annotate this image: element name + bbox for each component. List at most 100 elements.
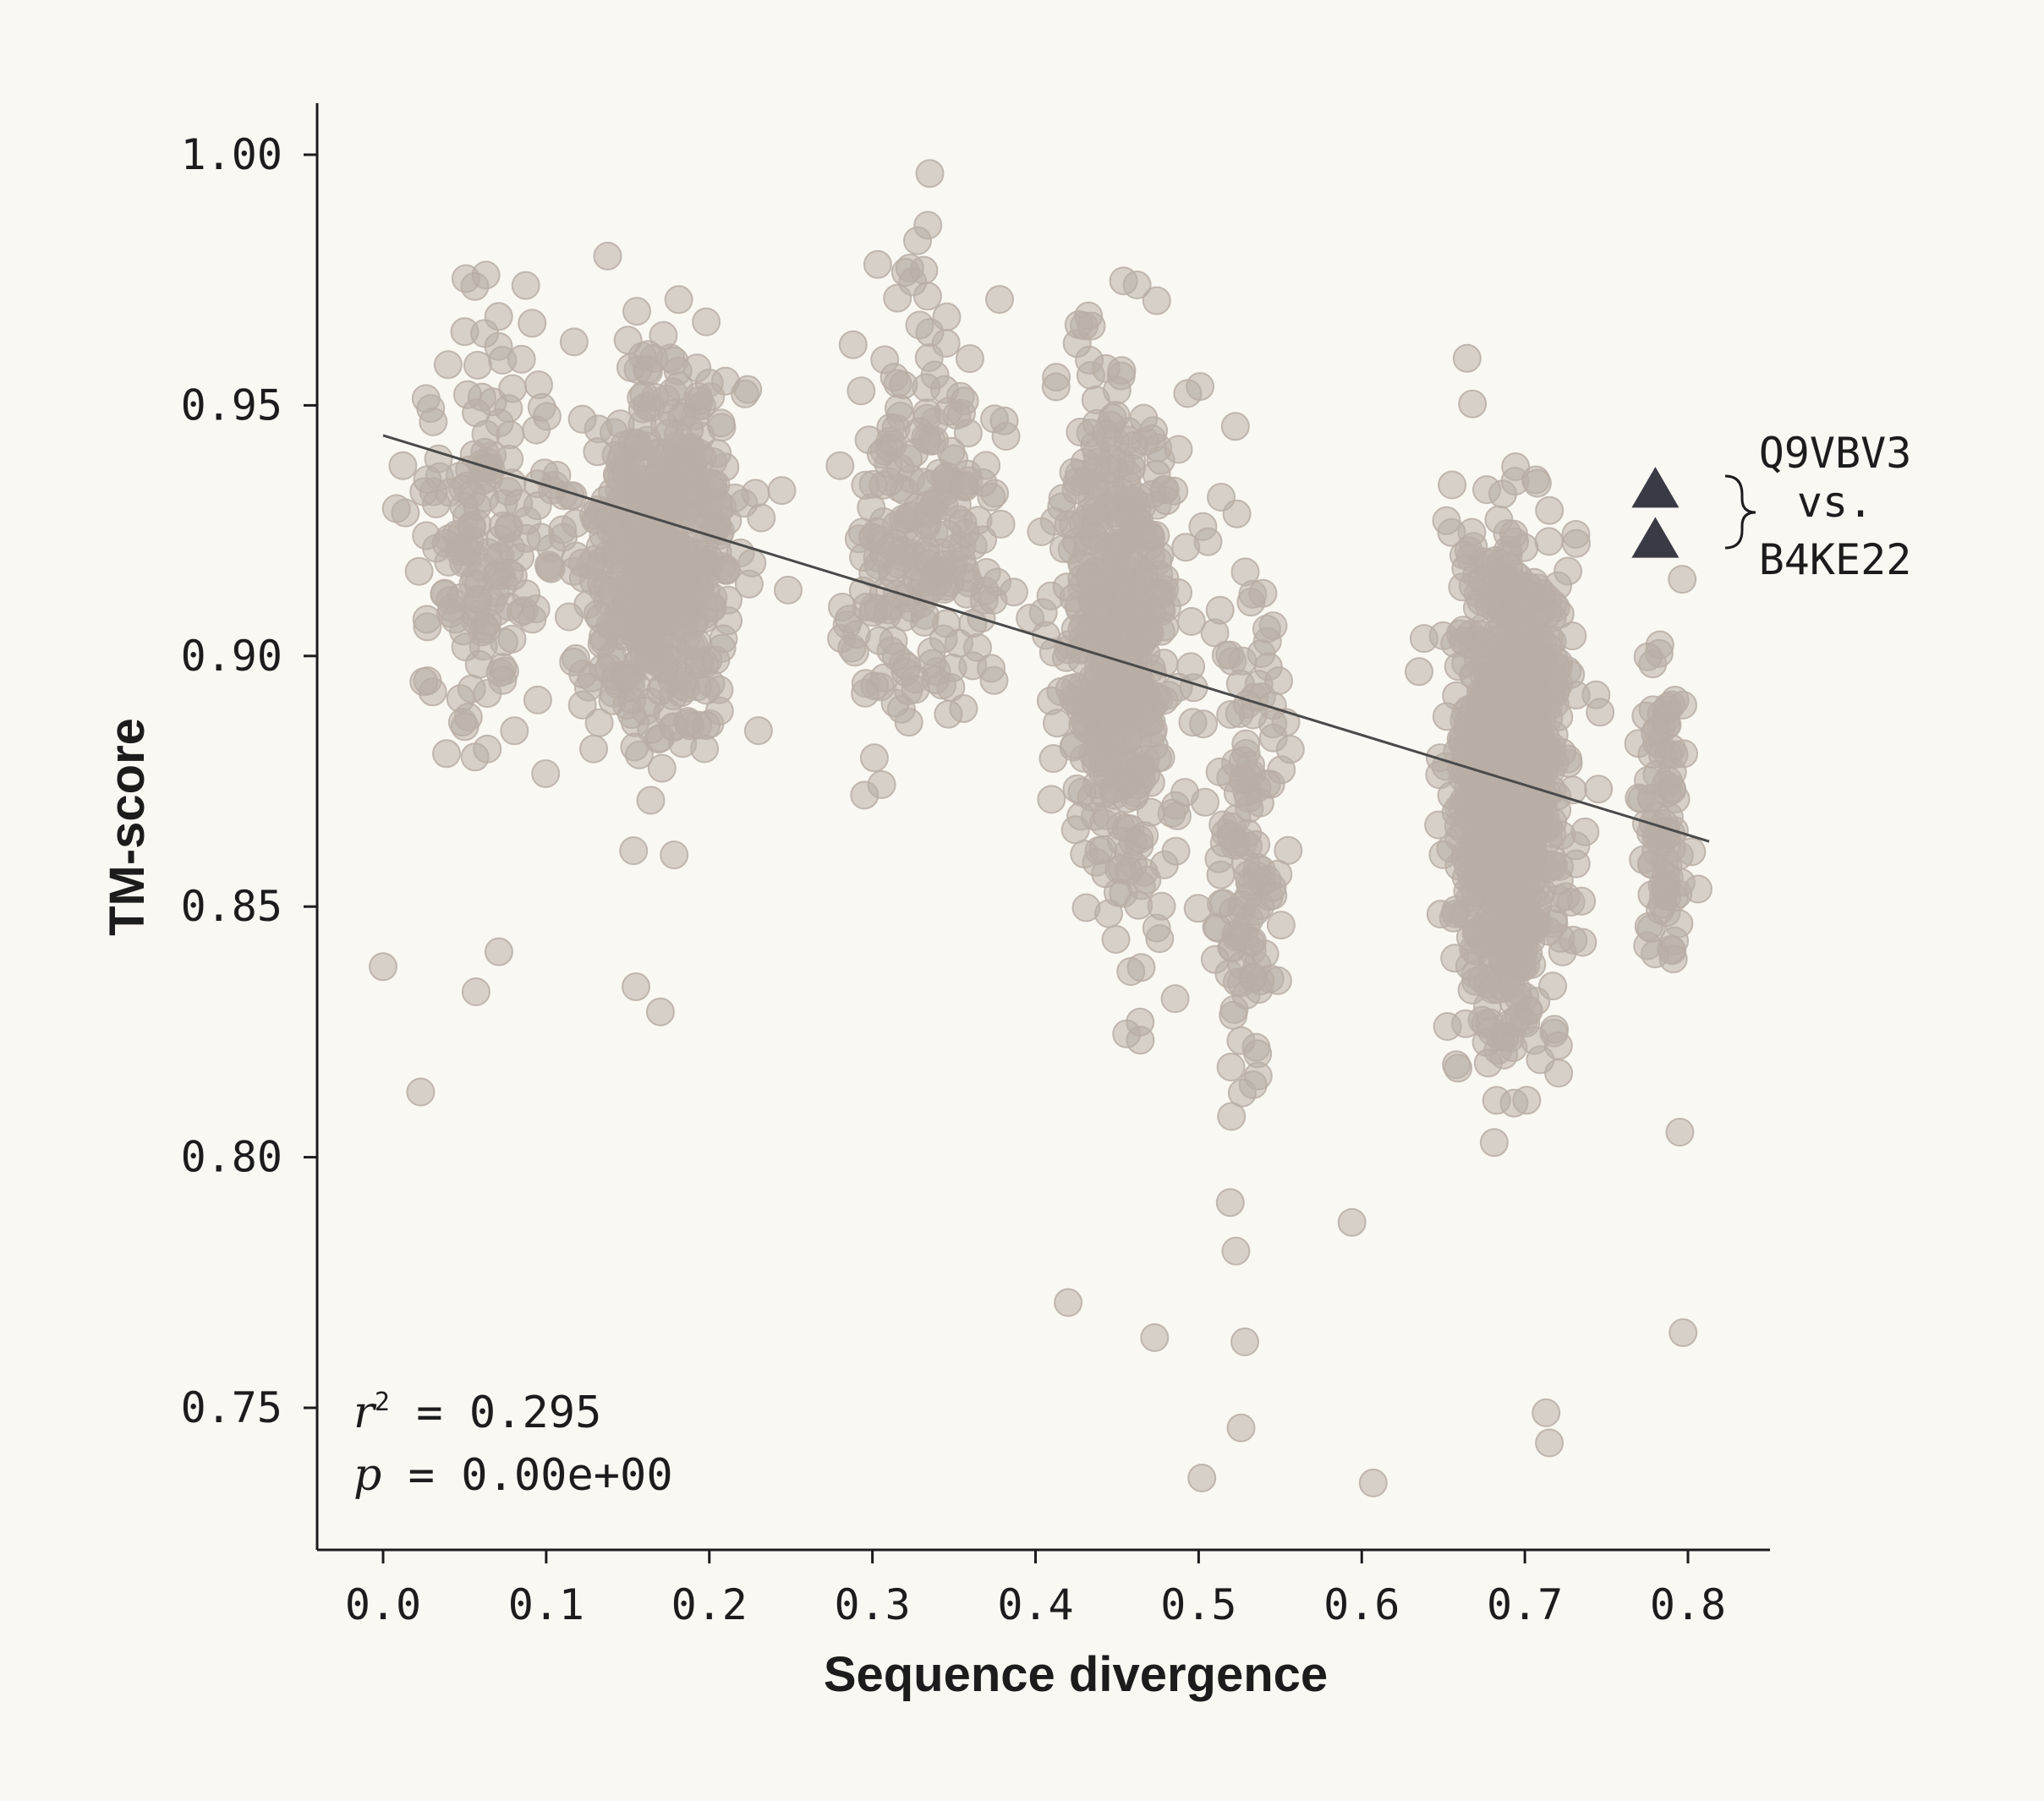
- x-ticks: 0.0 0.1 0.2 0.3 0.4 0.5 0.6 0.7 0.8: [345, 1550, 1726, 1629]
- data-point: [1231, 729, 1261, 758]
- data-point: [1645, 730, 1674, 759]
- x-tick-label: 0.5: [1160, 1580, 1236, 1629]
- outlier-point: [622, 972, 650, 1001]
- data-point: [1065, 459, 1093, 489]
- data-point: [473, 734, 502, 764]
- data-point: [863, 249, 892, 279]
- data-point: [859, 743, 889, 773]
- data-point: [627, 383, 656, 413]
- data-point: [933, 519, 962, 549]
- y-ticks: 0.75 0.80 0.85 0.90 0.95 1.00: [181, 130, 317, 1432]
- data-point: [841, 620, 871, 649]
- data-point: [633, 357, 663, 386]
- data-point: [1075, 345, 1104, 375]
- data-point: [708, 492, 737, 522]
- data-point: [1570, 817, 1600, 846]
- data-point: [593, 504, 622, 534]
- data-point: [1477, 1016, 1506, 1046]
- data-point: [1126, 757, 1156, 786]
- data-point: [644, 529, 674, 559]
- data-point: [1462, 593, 1492, 622]
- data-point: [1561, 681, 1591, 710]
- data-point: [622, 297, 651, 326]
- outlier-point: [645, 997, 675, 1026]
- outlier-point: [461, 977, 490, 1006]
- data-point: [1274, 835, 1303, 865]
- data-point: [1233, 818, 1263, 848]
- outlier-point: [1358, 1468, 1388, 1497]
- data-point: [1081, 386, 1110, 414]
- data-point: [1027, 517, 1056, 546]
- data-point: [651, 472, 681, 501]
- data-point: [613, 326, 643, 355]
- data-point: [1217, 1102, 1247, 1131]
- data-point: [743, 716, 773, 746]
- data-point: [1232, 777, 1262, 807]
- p-stat: p = 0.00e+00: [353, 1450, 673, 1501]
- x-tick-label: 0.6: [1323, 1580, 1400, 1629]
- data-point: [977, 654, 1006, 683]
- data-point: [1521, 908, 1550, 938]
- x-tick-label: 0.1: [508, 1580, 584, 1629]
- data-point: [1586, 698, 1615, 727]
- data-point: [388, 451, 418, 480]
- data-point: [507, 597, 536, 627]
- data-point: [1060, 673, 1090, 702]
- data-point: [1171, 533, 1201, 562]
- data-point: [1535, 495, 1565, 525]
- data-point: [1189, 709, 1218, 739]
- data-point: [497, 624, 527, 654]
- data-point: [939, 444, 968, 474]
- data-point: [1071, 893, 1101, 922]
- data-point: [1107, 854, 1137, 884]
- r2-symbol: r: [353, 1388, 377, 1438]
- data-point: [1668, 565, 1697, 594]
- data-point: [972, 451, 1001, 480]
- outlier-point: [1226, 1413, 1256, 1442]
- highlight-triangle: [1631, 517, 1680, 558]
- data-point: [838, 330, 868, 359]
- data-point: [1093, 537, 1122, 567]
- data-point: [463, 492, 492, 522]
- data-point: [1176, 607, 1206, 636]
- data-point: [1444, 811, 1473, 840]
- p-symbol: p: [353, 1450, 381, 1501]
- data-point: [1087, 715, 1116, 745]
- data-point: [1451, 1009, 1481, 1038]
- data-point: [660, 840, 689, 870]
- data-point: [734, 569, 764, 599]
- data-point: [985, 285, 1014, 315]
- data-point: [866, 440, 896, 469]
- data-point: [1163, 801, 1192, 830]
- data-point: [462, 398, 491, 428]
- data-point: [915, 159, 945, 189]
- data-point: [1038, 638, 1068, 667]
- data-point: [968, 525, 997, 555]
- data-point: [1230, 1327, 1259, 1356]
- outlier-point: [1535, 1428, 1565, 1458]
- regression-line: [382, 434, 1710, 843]
- data-point: [451, 632, 480, 662]
- data-point: [1444, 1054, 1473, 1083]
- data-point: [986, 509, 1016, 539]
- annotation-brace: [1724, 474, 1756, 550]
- x-tick-label: 0.7: [1487, 1580, 1563, 1629]
- data-point: [1205, 595, 1235, 625]
- outlier-point: [406, 1077, 436, 1107]
- data-point: [1238, 1070, 1268, 1099]
- data-point: [424, 444, 453, 474]
- data-point: [518, 309, 547, 338]
- data-point: [1092, 419, 1121, 449]
- data-point: [1066, 802, 1096, 831]
- data-point: [1101, 925, 1131, 954]
- data-point: [1191, 787, 1219, 817]
- data-point: [433, 350, 463, 380]
- data-point: [825, 451, 855, 480]
- data-point: [1037, 785, 1066, 814]
- x-tick-label: 0.4: [997, 1580, 1073, 1629]
- data-point: [1161, 836, 1191, 866]
- data-point: [1493, 847, 1521, 877]
- outlier-point: [1669, 1318, 1698, 1348]
- data-point: [531, 759, 561, 788]
- data-point: [889, 538, 918, 567]
